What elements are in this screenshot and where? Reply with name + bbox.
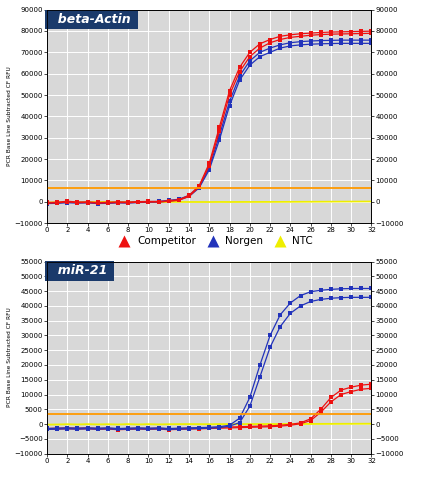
Legend: Competitor, Norgen, NTC: Competitor, Norgen, NTC [109,232,317,251]
Text: miR-21: miR-21 [49,264,111,277]
Y-axis label: PCR Base Line Subtracted CF RFU: PCR Base Line Subtracted CF RFU [7,67,12,166]
Text: beta-Actin: beta-Actin [49,13,134,26]
Y-axis label: PCR Base Line Subtracted CF RFU: PCR Base Line Subtracted CF RFU [7,308,12,408]
